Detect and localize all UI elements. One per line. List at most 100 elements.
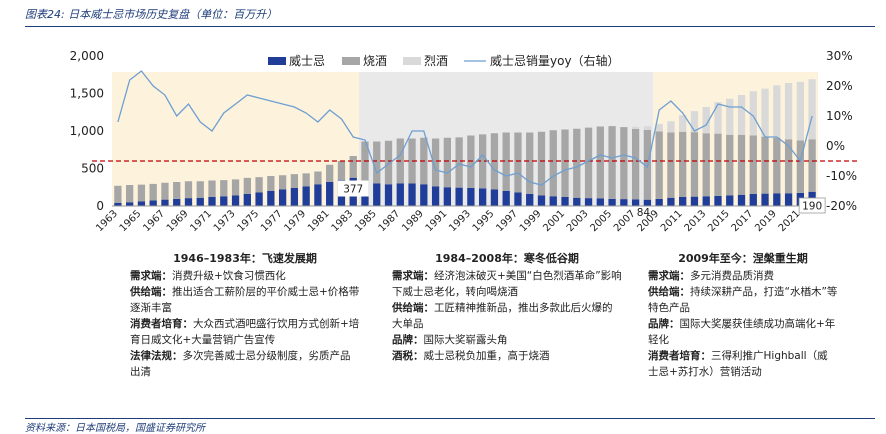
legend-label: 烧酒 [363, 54, 387, 68]
shochu-bar [431, 138, 440, 187]
x-tick-label: 2005 [588, 208, 614, 234]
whisky-bar [420, 184, 428, 206]
shochu-bar [679, 131, 687, 197]
shochu-bar [126, 185, 134, 203]
legend-label: 威士忌销量yoy（右轴） [490, 53, 620, 68]
shochu-bar [231, 179, 240, 196]
shochu-bar [655, 131, 663, 199]
whisky-bar [137, 201, 146, 206]
whisky-bar [761, 193, 769, 206]
period-band [653, 72, 818, 206]
x-tick-label: 1969 [165, 208, 191, 234]
shochu-bar [596, 126, 604, 199]
y-tick-label: 2,000 [70, 49, 104, 63]
whisky-bar [502, 191, 510, 206]
whisky-bar [596, 198, 604, 206]
x-tick-label: 1979 [282, 208, 308, 234]
y2-tick-label: 30% [826, 49, 853, 63]
shochu-bar [443, 137, 451, 188]
yoy-line [117, 70, 813, 186]
shochu-bar [526, 132, 534, 194]
shochu-legend-swatch [342, 57, 360, 65]
spirits-bar [702, 107, 710, 134]
shochu-bar [690, 132, 699, 197]
shochu-bar [714, 133, 722, 196]
data-label-1983: 377 [343, 184, 363, 196]
x-tick-label: 1971 [188, 208, 214, 234]
shochu-bar [502, 132, 510, 191]
y-tick-label: 1,500 [70, 87, 104, 101]
shochu-bar [114, 185, 122, 203]
spirits-bar [631, 126, 640, 129]
whisky-bar [431, 186, 440, 206]
x-tick-label: 1995 [471, 208, 497, 234]
whisky-bar [314, 184, 322, 206]
whisky-legend-swatch [268, 57, 286, 65]
x-tick-label: 1981 [306, 208, 332, 234]
shochu-bar [208, 180, 216, 197]
x-tick-label: 2001 [541, 208, 567, 234]
x-tick-label: 1983 [330, 208, 356, 234]
whisky-bar [726, 195, 734, 206]
whisky-bar [114, 203, 122, 206]
period-2-line: 品牌：国际大奖崭露头角 [392, 334, 508, 346]
legend-label: 威士忌 [289, 54, 325, 68]
x-tick-label: 1997 [494, 208, 520, 234]
y2-tick-label: -10% [826, 169, 857, 183]
x-tick-label: 1999 [518, 208, 544, 234]
shochu-bar [514, 132, 522, 193]
shochu-bar [749, 135, 757, 194]
data-label-2008: 84 [637, 207, 651, 219]
whisky-bar [514, 192, 522, 206]
spirits-bar [796, 81, 804, 141]
spirits-bar [749, 91, 757, 136]
x-tick-label: 2015 [706, 208, 732, 234]
shochu-bar [161, 182, 169, 200]
whisky-bar [408, 183, 416, 206]
whisky-bar [620, 199, 628, 206]
x-tick-label: 1985 [353, 208, 379, 234]
spirits-bar [667, 121, 675, 133]
spirits-bar [726, 98, 734, 135]
shochu-bar [537, 131, 546, 196]
whisky-bar [290, 188, 299, 206]
period-2-line: 供给端：工匠精神推新品，推出多款此后火爆的大单品 [392, 302, 613, 330]
period-1-line: 消费者培育：大众西式酒吧盛行饮用方式创新+培育日威文化+大量营销广告宣传 [130, 318, 360, 346]
spirits-bar [714, 102, 722, 134]
spirits-bar [655, 123, 663, 132]
whisky-bar [561, 197, 569, 206]
whisky-bar [573, 197, 581, 206]
x-tick-label: 2011 [659, 208, 685, 234]
x-tick-label: 1991 [424, 208, 450, 234]
whisky-bar [584, 198, 593, 206]
figure-title: 图表24: 日本威士忌市场历史复盘（单位：百万升） [25, 8, 278, 21]
shochu-bar [549, 130, 557, 197]
whisky-bar [278, 189, 287, 206]
whisky-bar [679, 197, 687, 206]
whisky-bar [126, 202, 134, 206]
shochu-bar [467, 135, 475, 188]
y-tick-label: 1,000 [70, 124, 104, 138]
x-tick-label: 1987 [377, 208, 403, 234]
whisky-bar [773, 193, 781, 206]
shochu-bar [384, 140, 393, 185]
whisky-bar [537, 195, 546, 206]
spirits-bar [690, 111, 699, 133]
y2-tick-label: 0% [826, 139, 845, 153]
spirits-bar [737, 95, 746, 135]
whisky-bar [479, 188, 487, 206]
shochu-bar [267, 176, 275, 191]
whisky-market-chart: 2,000 1,500 1,000 500 0 30% 20% 10% 0% -10% -20% 19… [70, 49, 860, 234]
whisky-bar [184, 198, 193, 206]
y2-tick-label: -20% [826, 199, 857, 213]
whisky-bar [608, 198, 616, 206]
shochu-bar [737, 134, 746, 195]
x-tick-label: 2021 [777, 208, 803, 234]
whisky-bar [243, 194, 251, 206]
x-tick-label: 1973 [212, 208, 238, 234]
whisky-bar [396, 183, 404, 206]
period-1-description: 1946–1983年：飞速发展期 需求端：消费升级+饮食习惯西化 供给端：推出适… [130, 251, 360, 380]
whisky-bar [231, 195, 240, 206]
period-3-title: 2009年至今：涅槃重生期 [678, 252, 808, 265]
period-1-line: 法律法规：多次完善威士忌分级制度，劣质产品出清 [130, 350, 351, 378]
